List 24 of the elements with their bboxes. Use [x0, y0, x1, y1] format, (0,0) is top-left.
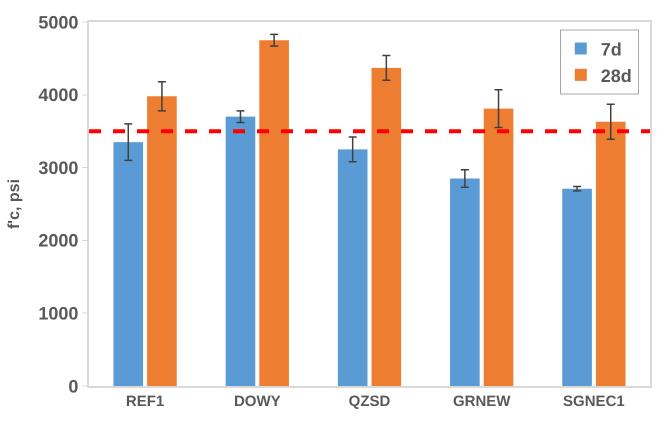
y-tick-label: 4000: [38, 85, 78, 106]
legend-label: 28d: [600, 66, 632, 86]
legend-label: 7d: [600, 40, 622, 60]
y-tick-label: 5000: [38, 12, 78, 32]
bar: [113, 142, 144, 386]
x-tick-label: GRNEW: [452, 393, 512, 410]
bar: [484, 108, 514, 386]
bar: [338, 149, 368, 386]
bar: [372, 68, 402, 386]
bar: [147, 96, 177, 386]
x-tick-label: DOWY: [234, 393, 281, 410]
y-tick-label: 1000: [38, 304, 78, 324]
y-tick-label: 3000: [38, 158, 78, 178]
x-tick-label: QZSD: [348, 393, 390, 410]
y-tick-label: 2000: [38, 230, 78, 251]
y-tick-label: 0: [68, 376, 78, 396]
bar: [562, 188, 592, 386]
bar: [596, 122, 626, 386]
bar: [259, 40, 289, 386]
x-tick-label: REF1: [126, 393, 164, 410]
y-axis-title: f'c, psi: [6, 178, 23, 230]
x-tick-label: SGNEC1: [563, 393, 625, 410]
bar: [450, 178, 480, 386]
bar: [226, 116, 256, 386]
